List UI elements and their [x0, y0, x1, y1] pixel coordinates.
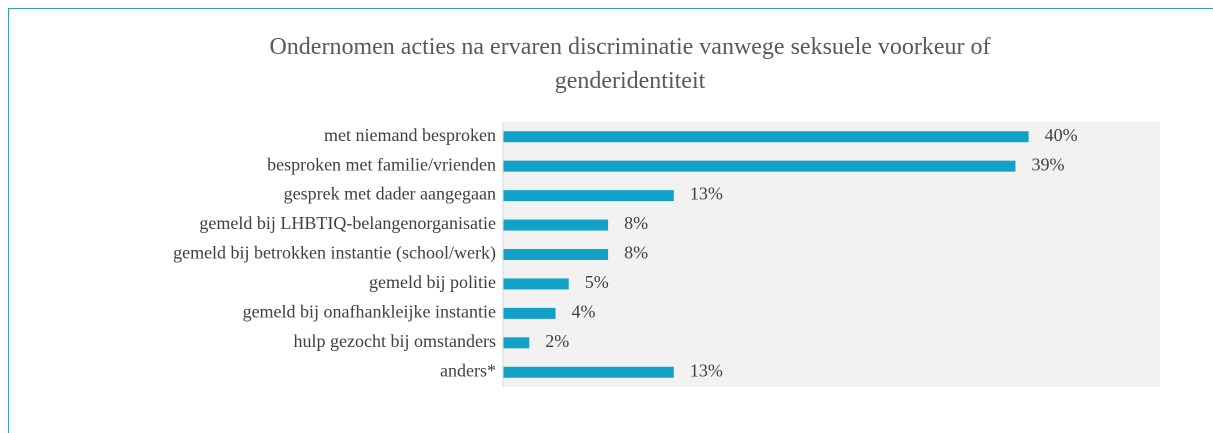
value-label: 8% — [624, 213, 648, 233]
chart-title: Ondernomen acties na ervaren discriminat… — [269, 34, 991, 94]
bar — [503, 337, 530, 349]
category-label: hulp gezocht bij omstanders — [294, 331, 496, 351]
bar — [503, 190, 674, 202]
category-label: gemeld bij LHBTIQ-belangenorganisatie — [199, 213, 496, 233]
value-label: 8% — [624, 243, 648, 263]
value-label: 13% — [690, 360, 723, 380]
value-label: 39% — [1031, 154, 1064, 174]
value-label: 4% — [572, 302, 596, 322]
bar — [503, 131, 1029, 143]
bar — [503, 307, 556, 319]
category-label: gemeld bij politie — [369, 272, 496, 292]
value-label: 13% — [690, 184, 723, 204]
frame — [8, 8, 1213, 433]
bar — [503, 219, 609, 231]
bar — [503, 249, 609, 260]
bar — [503, 278, 569, 290]
category-label: met niemand besproken — [324, 125, 496, 145]
category-label: gesprek met dader aangegaan — [284, 184, 496, 204]
value-label: 2% — [545, 331, 569, 351]
category-label: anders* — [440, 360, 496, 380]
value-label: 5% — [585, 272, 609, 292]
bar — [503, 366, 674, 378]
bar — [503, 160, 1016, 172]
category-label: besproken met familie/vrienden — [267, 154, 496, 174]
value-label: 40% — [1045, 125, 1078, 145]
category-label: gemeld bij onafhankleijke instantie — [243, 302, 496, 322]
category-label: gemeld bij betrokken instantie (school/w… — [173, 243, 496, 264]
